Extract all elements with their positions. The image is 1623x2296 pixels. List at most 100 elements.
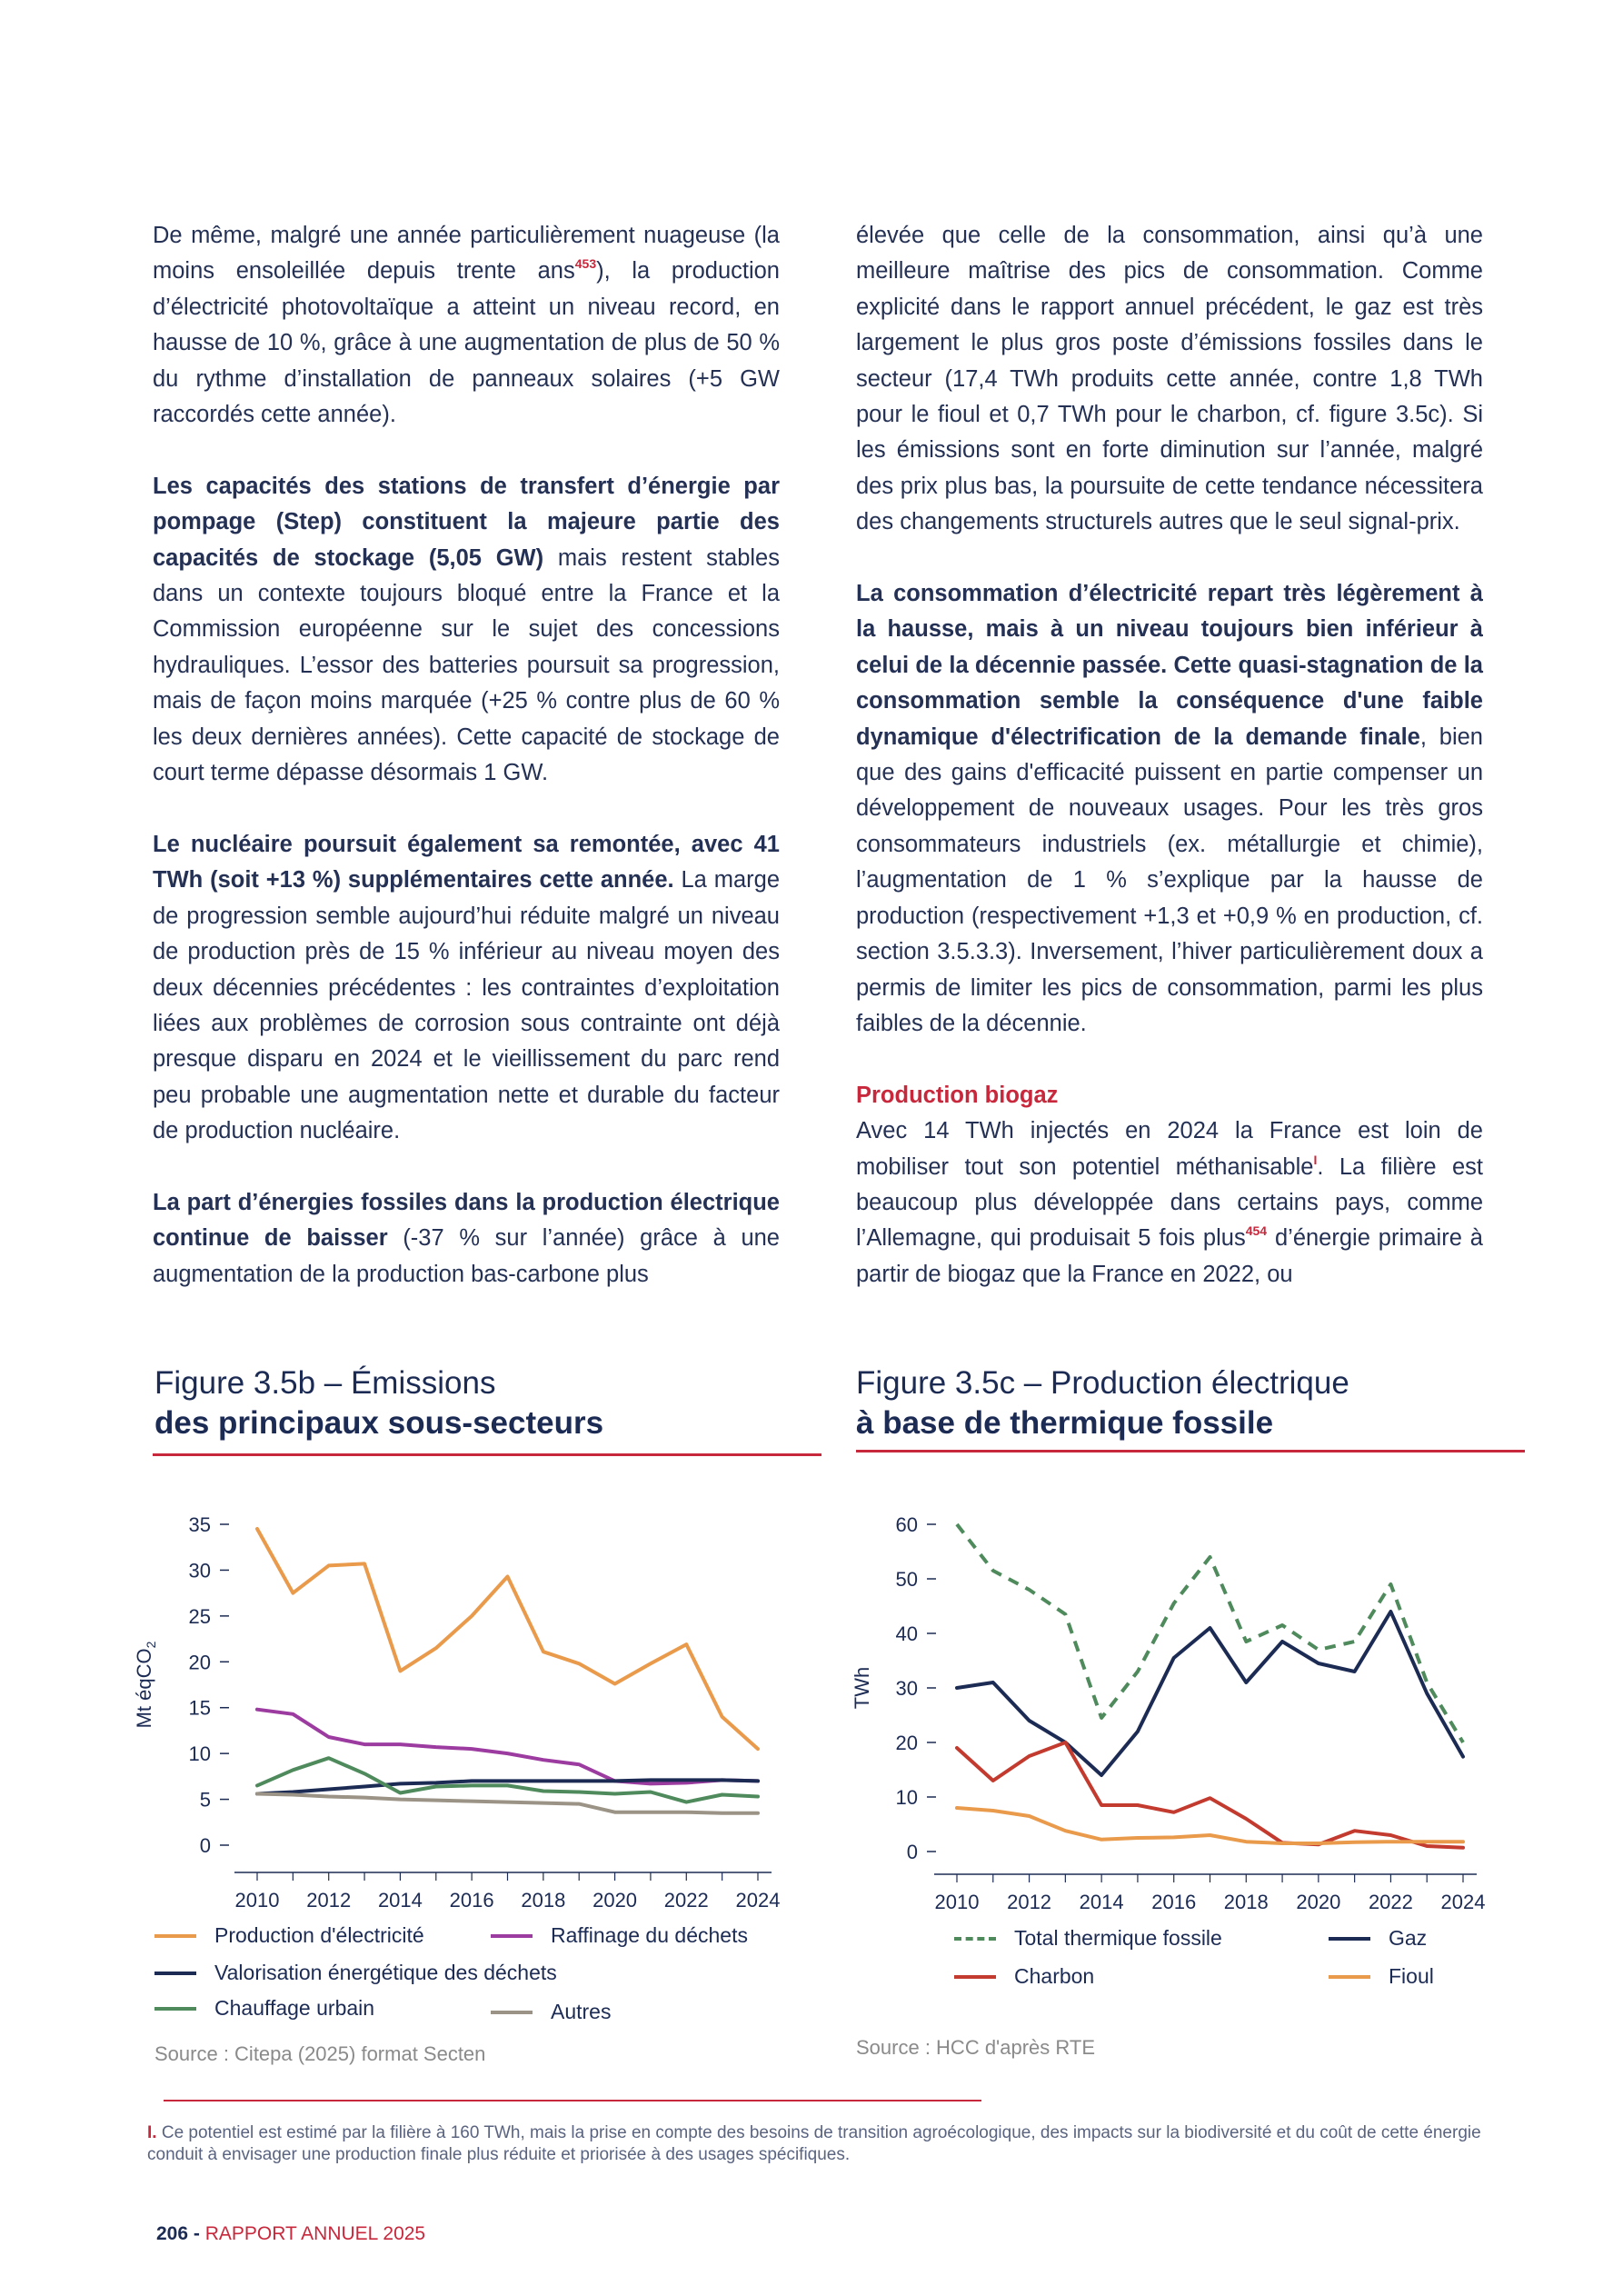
series-line-raffinage-du-d-chets <box>255 1707 760 1786</box>
x-tick-label: 2018 <box>1224 1891 1269 1909</box>
figure-b-title: Figure 3.5b – Émissions des principaux s… <box>154 1363 603 1443</box>
paragraph-text: La marge de progression semble aujourd’h… <box>153 867 780 1144</box>
series-line-chauffage-urbain <box>255 1756 760 1804</box>
legend-swatch <box>1329 1974 1370 1979</box>
legend-label: Fioul <box>1389 1964 1434 1988</box>
paragraph-text: ), la production d’électricité photovolt… <box>153 258 780 428</box>
legend-swatch <box>491 2010 533 2014</box>
legend-swatch <box>954 1974 996 1979</box>
legend-item-raffinage: Raffinage du déchets <box>491 1923 748 1948</box>
series-line-charbon <box>955 1741 1465 1850</box>
legend-swatch <box>1329 1936 1370 1941</box>
paragraph-bold: La consommation d’électricité repart trè… <box>856 581 1483 750</box>
legend-swatch <box>954 1936 996 1941</box>
y-tick-label: 15 <box>189 1697 211 1720</box>
y-tick-label: 35 <box>189 1513 211 1536</box>
y-tick-label: 20 <box>896 1732 918 1754</box>
y-tick-label: 50 <box>896 1568 918 1591</box>
legend-label: Total thermique fossile <box>1014 1926 1222 1950</box>
legend-item-production-electricite: Production d'électricité <box>154 1923 424 1948</box>
y-tick-label: 30 <box>189 1559 211 1582</box>
figure-title-line: des principaux sous-secteurs <box>154 1405 604 1441</box>
figure-b-rule <box>153 1453 821 1456</box>
x-tick-label: 2022 <box>664 1889 709 1909</box>
paragraph: élevée que celle de la consommation, ain… <box>856 223 1483 535</box>
x-tick-label: 2020 <box>592 1889 637 1909</box>
legend-swatch <box>154 1933 196 1938</box>
paragraph: Les capacités des stations de transfert … <box>153 469 780 792</box>
paragraph-text: d’énergie primaire à partir de biogaz qu… <box>856 1225 1483 1287</box>
paragraph-bold: Les capacités des stations de transfert … <box>153 473 780 571</box>
legend-label: Chauffage urbain <box>214 1996 375 2020</box>
x-tick-label: 2018 <box>521 1889 565 1909</box>
page-number: 206 - <box>156 2223 200 2244</box>
x-tick-label: 2020 <box>1296 1891 1340 1909</box>
footnote: I. Ce potentiel est estimé par la filièr… <box>147 2122 1492 2166</box>
series-line-production-d-lectricit- <box>255 1527 760 1752</box>
paragraph-text: . La filière est beaucoup plus développé… <box>856 1153 1484 1252</box>
x-tick-label: 2016 <box>1151 1891 1196 1909</box>
y-axis-label: TWh <box>851 1667 873 1709</box>
footnote-ref[interactable]: 454 <box>1245 1223 1268 1239</box>
x-tick-label: 2012 <box>1007 1891 1051 1909</box>
x-tick-label: 2010 <box>935 1891 980 1909</box>
y-tick-label: 0 <box>907 1841 918 1863</box>
y-axis-label-subscript: 2 <box>144 1641 158 1648</box>
y-tick-label: 0 <box>200 1834 211 1857</box>
legend-item-total-thermique: Total thermique fossile <box>954 1926 1222 1951</box>
y-tick-label: 10 <box>189 1742 211 1765</box>
y-axis-label: Mt éqCO2 <box>133 1641 158 1728</box>
y-tick-label: 20 <box>189 1651 211 1673</box>
figure-c-chart: 0 10 20 30 40 50 60 2010 2012 2014 2016 2018 2020 202… <box>851 1513 1485 1909</box>
x-tick-label: 2012 <box>306 1889 351 1909</box>
y-axis-label-text: TWh <box>851 1667 873 1709</box>
paragraph-text: , bien que des gains d'efficacité puisse… <box>856 724 1483 1036</box>
x-tick-label: 2022 <box>1369 1891 1413 1909</box>
legend-label: Raffinage du déchets <box>551 1923 748 1947</box>
footnote-ref[interactable]: I <box>1313 1152 1318 1167</box>
legend-label: Gaz <box>1389 1926 1428 1950</box>
series-line-fioul <box>955 1806 1465 1845</box>
y-tick-label: 10 <box>896 1786 918 1809</box>
x-tick-label: 2024 <box>736 1889 781 1909</box>
figure-b-chart: 0 5 10 15 20 25 30 35 2010 2012 2014 2016 2018 2020 20… <box>133 1513 781 1909</box>
right-column: élevée que celle de la consommation, ain… <box>856 218 1483 1293</box>
legend-swatch <box>154 2006 196 2011</box>
paragraph-bold: Le nucléaire poursuit également sa remon… <box>153 831 780 893</box>
legend-swatch <box>154 1971 196 1975</box>
x-tick-label: 2016 <box>450 1889 494 1909</box>
footnote-text: Ce potentiel est estimé par la filière à… <box>147 2123 1481 2164</box>
figure-title-line: à base de thermique fossile <box>856 1405 1274 1441</box>
y-tick-label: 60 <box>896 1513 918 1536</box>
report-label: RAPPORT ANNUEL 2025 <box>199 2223 426 2244</box>
figure-title-line: Figure 3.5b – Émissions <box>154 1365 496 1401</box>
y-axis-label-text: Mt éqCO <box>133 1648 155 1728</box>
y-tick-label: 5 <box>200 1789 211 1812</box>
paragraph-bold: La part d’énergies fossiles dans la prod… <box>153 1189 780 1252</box>
legend-item-autres: Autres <box>491 2000 611 2024</box>
footnote-mark: I. <box>147 2123 157 2142</box>
paragraph-text: De même, malgré une année particulièreme… <box>153 223 780 285</box>
x-tick-label: 2014 <box>378 1889 423 1909</box>
left-column: De même, malgré une année particulièreme… <box>153 218 780 1329</box>
legend-label: Valorisation énergétique des déchets <box>214 1961 557 1984</box>
legend-label: Charbon <box>1014 1964 1095 1988</box>
paragraph: Le nucléaire poursuit également sa remon… <box>153 827 780 1150</box>
legend-item-valorisation: Valorisation énergétique des déchets <box>154 1961 557 1985</box>
figure-title-line: Figure 3.5c – Production électrique <box>856 1365 1349 1401</box>
figure-b-source: Source : Citepa (2025) format Secten <box>154 2042 486 2065</box>
paragraph: De même, malgré une année particulièreme… <box>153 218 780 433</box>
y-tick-label: 25 <box>189 1605 211 1628</box>
page-footer: 206 - RAPPORT ANNUEL 2025 <box>156 2223 425 2245</box>
y-tick-label: 40 <box>896 1622 918 1645</box>
y-tick-label: 30 <box>896 1677 918 1700</box>
footnote-rule <box>164 2100 981 2101</box>
series-line-valorisation-nerg-tique-des-d-chets <box>255 1778 760 1796</box>
footnote-ref[interactable]: 453 <box>574 256 597 272</box>
figure-c-source: Source : HCC d'après RTE <box>856 2036 1096 2059</box>
legend-item-chauffage: Chauffage urbain <box>154 1996 374 2021</box>
series-line-autres <box>255 1792 760 1815</box>
paragraph: La consommation d’électricité repart trè… <box>856 576 1483 1042</box>
legend-item-charbon: Charbon <box>954 1964 1094 1989</box>
legend-label: Autres <box>551 2000 612 2023</box>
